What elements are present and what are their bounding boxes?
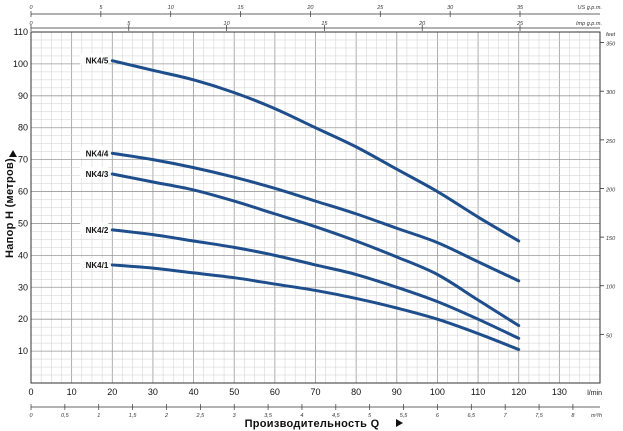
top-axis-2-tick-label: 25 xyxy=(516,21,524,27)
right-axis-ticks: 50 100 150 200 250 300 350 feet xyxy=(600,32,616,339)
top-axis-1-tick-label: 0 xyxy=(29,5,33,11)
x-tick-label: 100 xyxy=(430,387,445,397)
x-tick-label: 60 xyxy=(270,387,280,397)
x-axis-ticks: 0 10 20 30 40 50 60 70 80 90 100 110 120 130 l/min xyxy=(28,387,602,397)
right-axis-tick-label: 150 xyxy=(606,236,616,242)
series-labels: NK4/5 NK4/4 NK4/3 NK4/2 NK4/1 xyxy=(80,53,109,270)
x-tick-label: 0 xyxy=(28,387,33,397)
x-tick-label: 20 xyxy=(107,387,117,397)
x-axis-unit: l/min xyxy=(587,390,602,397)
top-axis-1-tick-label: 35 xyxy=(517,5,524,11)
secondary-axis-tick-label: 4 xyxy=(300,413,303,419)
x-tick-label: 40 xyxy=(189,387,199,397)
y-tick-label: 110 xyxy=(14,27,28,37)
series-label-nk4-3: NK4/3 xyxy=(86,170,109,179)
series-line-nk4-1 xyxy=(110,263,521,351)
x-tick-label: 120 xyxy=(511,387,526,397)
top-axis-2-tick-label: 0 xyxy=(29,21,33,27)
top-axis-2-tick-label: 10 xyxy=(224,21,231,27)
top-axes: 0 5 10 15 20 25 30 35 US g.p.m. 0 5 10 15 20 25 Imp g.p… xyxy=(29,5,602,31)
top-axis-2-tick-label: 5 xyxy=(127,21,131,27)
secondary-axis-unit: m³/h xyxy=(591,413,602,419)
top-axis-1-tick-label: 20 xyxy=(306,5,314,11)
x-tick-label: 70 xyxy=(310,387,320,397)
secondary-axis-tick-label: 5,5 xyxy=(400,413,409,419)
top-axis-1-tick-label: 5 xyxy=(99,5,103,11)
series-label-background xyxy=(80,222,109,234)
right-axis-tick-label: 50 xyxy=(606,333,613,339)
secondary-x-axis-ticks: 0 0,5 1 1,5 2 2,5 3 3,5 4 4,5 5 5,5 6 6,5 7 7,5 8 m³/h xyxy=(29,404,602,419)
x-tick-label: 10 xyxy=(67,387,77,397)
x-tick-label: 30 xyxy=(148,387,158,397)
secondary-axis-tick-label: 1 xyxy=(97,413,100,419)
y-tick-label: 30 xyxy=(18,282,28,292)
top-axis-2-tick-label: 15 xyxy=(321,21,328,27)
x-tick-label: 50 xyxy=(229,387,239,397)
y-tick-label: 100 xyxy=(13,59,28,69)
x-tick-label: 130 xyxy=(552,387,567,397)
y-axis-ticks: 10 20 30 40 50 60 70 80 90 100 110 xyxy=(13,27,28,356)
y-tick-label: 90 xyxy=(18,91,28,101)
secondary-axis-tick-label: 3 xyxy=(233,413,237,419)
series-label-background xyxy=(80,166,109,178)
x-tick-label: 80 xyxy=(351,387,361,397)
top-axis-1-tick-label: 15 xyxy=(238,5,245,11)
series-lines xyxy=(110,59,521,351)
x-axis-title: Производительность Q xyxy=(245,418,380,430)
right-axis-tick-label: 300 xyxy=(606,90,616,96)
y-tick-label: 40 xyxy=(18,250,28,260)
right-axis-tick-label: 100 xyxy=(606,285,616,291)
y-tick-label: 50 xyxy=(18,218,28,228)
right-axis-unit: feet xyxy=(606,32,616,38)
y-tick-label: 10 xyxy=(18,346,28,356)
y-axis-arrow-icon xyxy=(9,150,17,157)
series-label-background xyxy=(80,53,109,65)
x-axis-arrow-icon xyxy=(396,419,403,427)
grid xyxy=(30,31,601,384)
secondary-axis-tick-label: 3,5 xyxy=(264,413,273,419)
secondary-axis-tick-label: 2 xyxy=(164,413,168,419)
secondary-axis-tick-label: 7 xyxy=(504,413,508,419)
top-axis-2-unit: Imp g.p.m. xyxy=(576,21,602,27)
series-label-background xyxy=(80,146,109,158)
secondary-axis-tick-label: 2,5 xyxy=(196,413,206,419)
secondary-axis-tick-label: 1,5 xyxy=(129,413,138,419)
top-axis-2-tick-label: 20 xyxy=(418,21,426,27)
y-tick-label: 60 xyxy=(18,187,28,197)
secondary-axis-tick-label: 0 xyxy=(29,413,33,419)
axis-titles: Производительность Q Напор H (метров) xyxy=(4,150,403,430)
series-line-nk4-4 xyxy=(110,151,521,283)
secondary-axis-tick-label: 7,5 xyxy=(535,413,544,419)
series-line-nk4-3 xyxy=(110,172,521,328)
secondary-axis-tick-label: 6 xyxy=(436,413,440,419)
y-tick-label: 80 xyxy=(18,123,28,133)
secondary-axis-tick-label: 6,5 xyxy=(467,413,476,419)
y-axis-title: Напор H (метров) xyxy=(4,158,16,258)
series-line-nk4-5 xyxy=(110,59,521,243)
secondary-axis-tick-label: 8 xyxy=(571,413,575,419)
x-tick-label: 110 xyxy=(471,387,485,397)
y-tick-label: 20 xyxy=(18,314,28,324)
top-axis-1-tick-label: 25 xyxy=(376,5,384,11)
series-label-nk4-4: NK4/4 xyxy=(86,149,109,158)
series-label-nk4-2: NK4/2 xyxy=(86,226,109,235)
series-line-nk4-2 xyxy=(110,228,521,340)
right-axis-tick-label: 200 xyxy=(605,187,616,193)
series-label-nk4-5: NK4/5 xyxy=(86,57,109,66)
x-tick-label: 90 xyxy=(392,387,402,397)
series-label-background xyxy=(80,257,109,269)
plot-frame xyxy=(30,31,601,384)
top-axis-1-tick-label: 10 xyxy=(168,5,175,11)
right-axis-tick-label: 250 xyxy=(605,139,616,145)
right-axis-tick-label: 350 xyxy=(606,42,616,48)
top-axis-1-unit: US g.p.m. xyxy=(578,5,602,11)
secondary-axis-tick-label: 4,5 xyxy=(332,413,341,419)
secondary-axis-tick-label: 5 xyxy=(368,413,372,419)
y-tick-label: 70 xyxy=(18,155,28,165)
series-label-nk4-1: NK4/1 xyxy=(86,261,109,270)
top-axis-1-tick-label: 30 xyxy=(447,5,454,11)
secondary-axis-tick-label: 0,5 xyxy=(61,413,70,419)
